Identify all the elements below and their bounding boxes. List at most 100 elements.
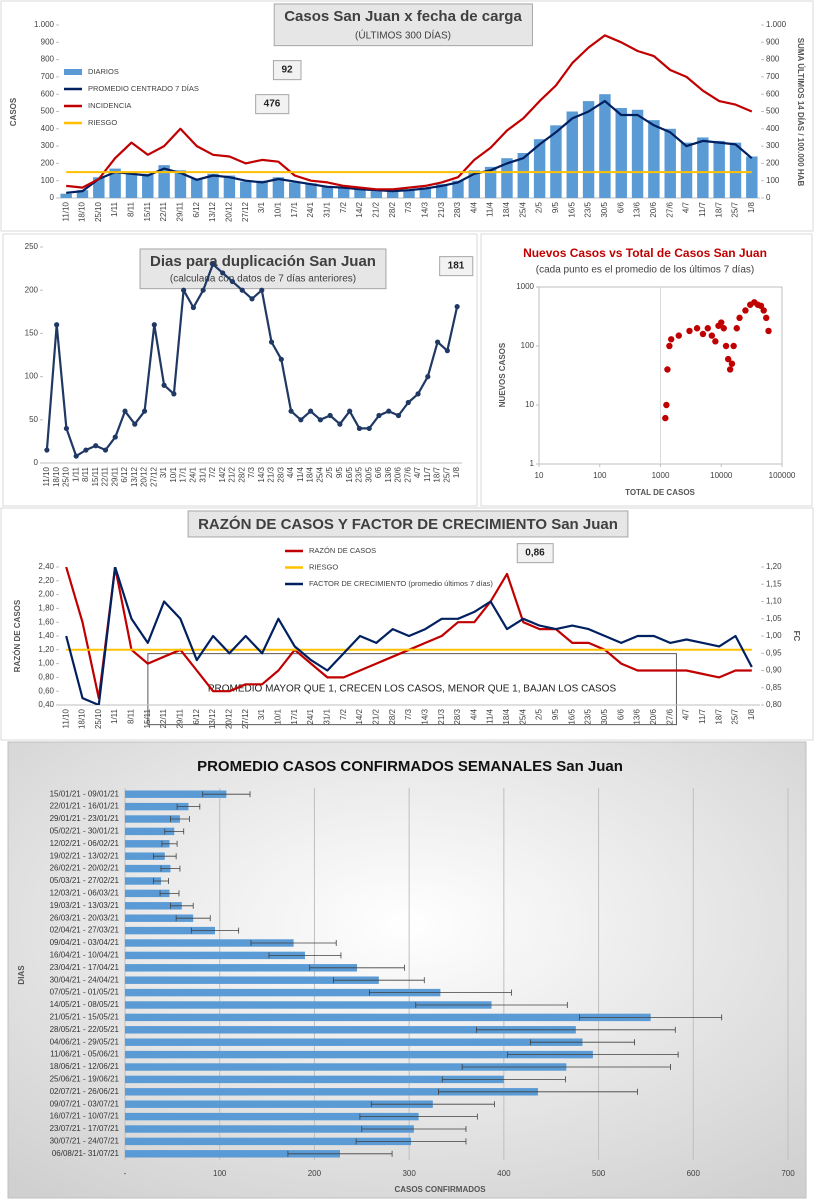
bar bbox=[125, 1013, 651, 1022]
x-tick-label: 18/7 bbox=[433, 466, 442, 482]
bar bbox=[125, 951, 305, 960]
y2-tick-label: 0 bbox=[766, 193, 771, 202]
bar bbox=[729, 142, 742, 198]
y-tick-label: 12/03/21 - 06/03/21 bbox=[50, 889, 120, 898]
y-tick-label: 19/02/21 - 13/02/21 bbox=[50, 851, 120, 860]
x-tick-label: 200 bbox=[308, 1169, 322, 1178]
x-tick-label: 1/11 bbox=[71, 466, 80, 482]
x-tick-label: 14/3 bbox=[420, 708, 429, 724]
x-tick-label: 1/8 bbox=[747, 201, 756, 213]
point bbox=[757, 302, 765, 310]
x-tick-label: 600 bbox=[687, 1169, 701, 1178]
y-tick-label: 26/03/21 - 20/03/21 bbox=[50, 913, 120, 922]
y2-tick-label: 1,00 bbox=[766, 631, 782, 640]
bar bbox=[648, 120, 660, 198]
x-tick-label: 13/6 bbox=[633, 201, 642, 217]
x-tick-label: 25/7 bbox=[442, 466, 451, 482]
y2-tick-label: 1,15 bbox=[766, 579, 782, 588]
point bbox=[760, 307, 767, 314]
y-tick-label: 150 bbox=[25, 329, 39, 338]
bar bbox=[158, 165, 170, 198]
y-tick-label: 09/04/21 - 03/04/21 bbox=[50, 938, 120, 947]
point bbox=[704, 325, 711, 332]
y-tick-label: 16/07/21 - 10/07/21 bbox=[50, 1112, 120, 1121]
annotation: 92 bbox=[281, 65, 293, 76]
line bbox=[65, 567, 753, 705]
y2-tick-label: 200 bbox=[766, 159, 780, 168]
marker bbox=[132, 421, 138, 427]
x-tick-label: 15/11 bbox=[91, 466, 100, 486]
x-tick-label: 20/12 bbox=[140, 466, 149, 487]
x-tick-label: 7/2 bbox=[208, 466, 217, 478]
x-tick-label: 25/7 bbox=[731, 201, 740, 217]
x-tick-label: 11/7 bbox=[698, 201, 707, 217]
bar bbox=[419, 187, 432, 198]
bar bbox=[125, 840, 170, 848]
point bbox=[763, 314, 770, 322]
marker bbox=[200, 287, 206, 293]
x-tick-label: 13/6 bbox=[384, 466, 393, 482]
y-tick-label: 11/06/21 - 05/06/21 bbox=[50, 1050, 119, 1059]
chart-subtitle: (calculada con datos de 7 días anteriore… bbox=[170, 274, 356, 285]
bar bbox=[305, 183, 317, 198]
x-tick-label: 22/11 bbox=[159, 201, 168, 221]
x-tick-label: 100 bbox=[213, 1169, 227, 1178]
x-tick-label: 6/12 bbox=[120, 466, 129, 482]
x-tick-label: 11/4 bbox=[296, 466, 305, 482]
bar bbox=[125, 988, 441, 997]
y-tick-label: 0,80 bbox=[38, 673, 54, 682]
marker bbox=[454, 304, 460, 310]
legend-swatch bbox=[64, 69, 82, 75]
bar bbox=[191, 178, 203, 198]
x-tick-label: 30/5 bbox=[600, 201, 609, 217]
y2-tick-label: 0,80 bbox=[766, 700, 782, 709]
x-tick-label: 18/10 bbox=[78, 708, 87, 729]
x-tick-label: 14/3 bbox=[420, 201, 429, 217]
point bbox=[730, 342, 737, 350]
x-tick-label: 500 bbox=[592, 1169, 606, 1178]
text-box bbox=[272, 60, 302, 81]
bar bbox=[256, 180, 268, 198]
x-tick-label: 16/5 bbox=[567, 201, 576, 217]
bar bbox=[125, 1026, 576, 1034]
bar bbox=[125, 1150, 341, 1158]
bar bbox=[125, 815, 180, 823]
chart-title: Casos San Juan x fecha de carga bbox=[284, 8, 522, 25]
y-tick-label: 50 bbox=[29, 415, 38, 424]
marker bbox=[239, 287, 245, 293]
y2-tick-label: 500 bbox=[766, 107, 780, 116]
y-tick-label: 19/03/21 - 13/03/21 bbox=[50, 901, 120, 910]
error-bar bbox=[355, 1138, 467, 1145]
legend-label: INCIDENCIA bbox=[88, 101, 131, 110]
y-tick-label: 22/01/21 - 16/01/21 bbox=[50, 802, 120, 811]
x-tick-label: 23/5 bbox=[355, 466, 364, 482]
x-tick-label: 9/5 bbox=[551, 201, 560, 213]
x-tick-label: 17/1 bbox=[179, 466, 188, 482]
y-axis-label: DIAS bbox=[17, 965, 26, 985]
y2-tick-label: 0,85 bbox=[766, 683, 782, 692]
bar bbox=[125, 1075, 504, 1084]
x-tick-label: 16/5 bbox=[345, 466, 354, 482]
bar bbox=[321, 185, 334, 198]
x-tick-label: 27/6 bbox=[403, 466, 412, 482]
y-tick-label: 18/06/21 - 12/06/21 bbox=[50, 1062, 120, 1071]
bar bbox=[125, 877, 161, 885]
y-tick-label: 04/06/21 - 29/05/21 bbox=[50, 1037, 120, 1046]
x-tick-label: 27/12 bbox=[149, 466, 158, 487]
x-tick-label: 25/4 bbox=[315, 466, 324, 482]
marker bbox=[210, 261, 216, 267]
error-bar bbox=[415, 1002, 568, 1008]
y-tick-label: 23/07/21 - 17/07/21 bbox=[50, 1124, 120, 1133]
y2-tick-label: 0,90 bbox=[766, 666, 782, 675]
error-bar bbox=[475, 1026, 676, 1033]
x-tick-label: 15/11 bbox=[143, 201, 152, 221]
bar bbox=[223, 175, 236, 198]
marker bbox=[44, 447, 50, 453]
x-tick-label: 1/8 bbox=[747, 708, 756, 720]
error-bar bbox=[438, 1088, 638, 1095]
bar bbox=[93, 177, 105, 198]
bar bbox=[697, 137, 709, 198]
bar bbox=[125, 802, 189, 811]
bar bbox=[354, 188, 366, 198]
point bbox=[708, 332, 716, 339]
